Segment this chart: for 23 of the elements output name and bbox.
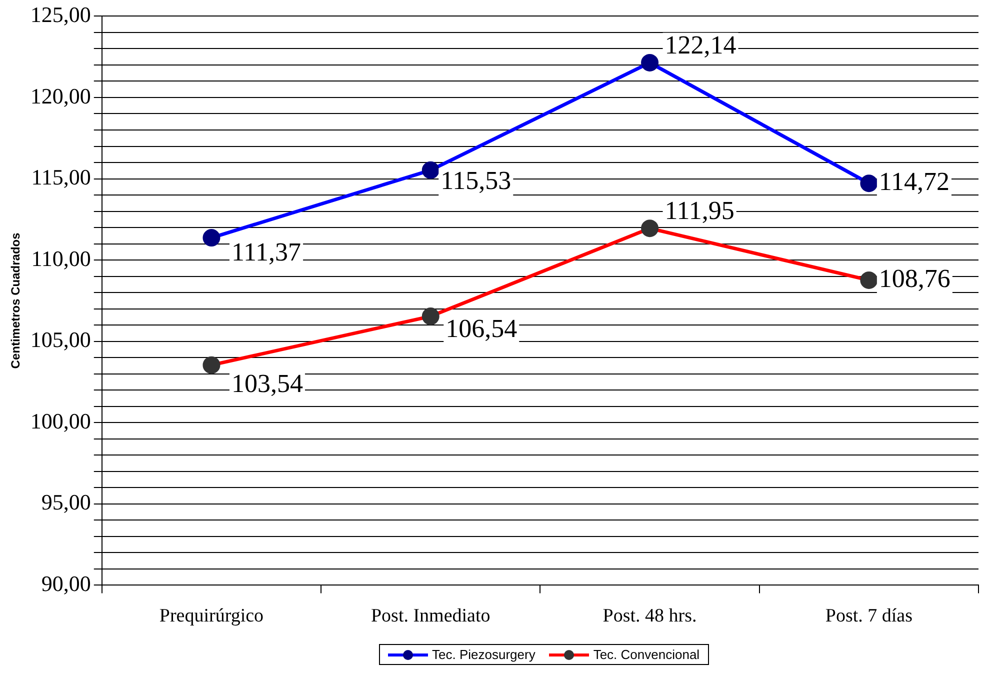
y-tick-label: 100,00: [30, 408, 91, 434]
data-label: 106,54: [446, 314, 518, 344]
y-tick-label: 115,00: [31, 164, 91, 190]
x-tick-label: Prequirúrgico: [159, 606, 264, 627]
data-label: 108,76: [878, 264, 950, 294]
legend-label: Tec. Piezosurgery: [432, 647, 536, 662]
y-tick-label: 90,00: [41, 570, 91, 596]
data-label: 111,95: [664, 196, 734, 226]
data-label: 111,37: [231, 238, 302, 267]
legend-label: Tec. Convencional: [593, 647, 700, 662]
y-tick-label: 120,00: [30, 83, 91, 108]
y-tick-label: 105,00: [30, 327, 91, 352]
data-label: 114,72: [878, 167, 950, 196]
y-tick-label: 110,00: [31, 246, 91, 271]
data-label: 122,14: [664, 30, 736, 60]
x-tick-label: Post. 7 días: [825, 606, 912, 627]
y-tick-label: 125,00: [30, 2, 91, 27]
data-label: 103,54: [231, 368, 303, 398]
x-tick-label: Post. Inmediato: [370, 606, 490, 627]
y-axis-title: Centimetros Cuadrados: [8, 232, 23, 369]
y-tick-label: 95,00: [41, 490, 91, 515]
data-label: 115,53: [440, 166, 512, 195]
x-tick-label: Post. 48 hrs.: [602, 606, 697, 627]
